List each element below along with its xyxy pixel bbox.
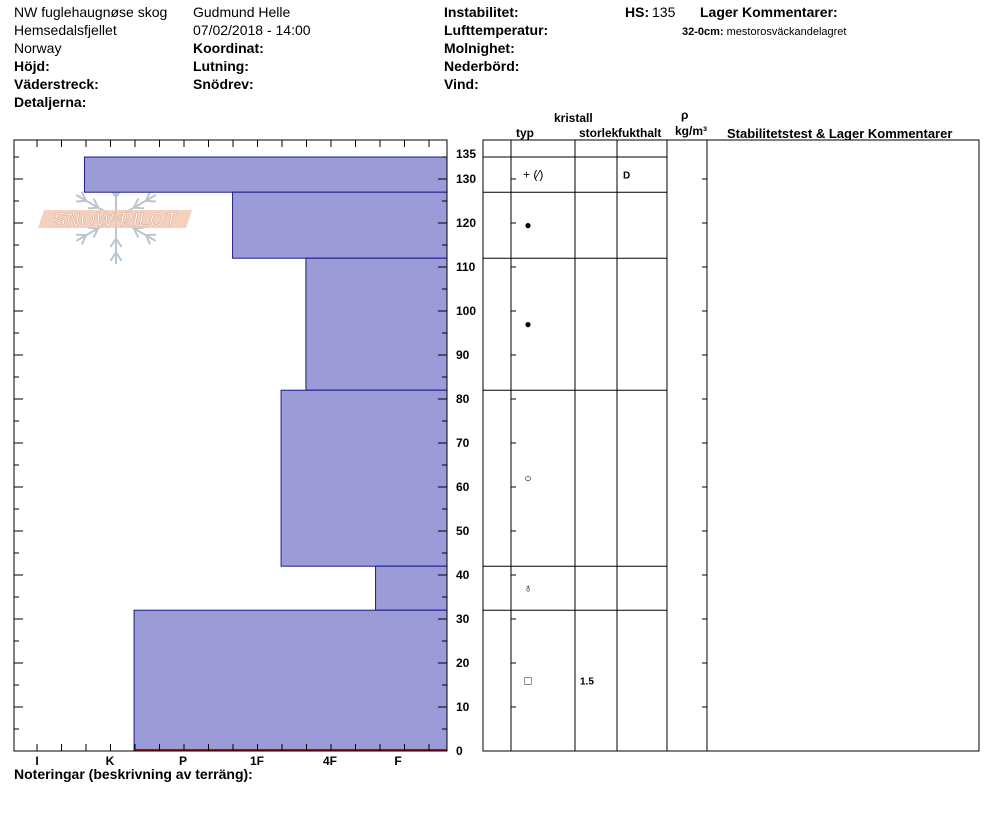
density-unit-header: kg/m³ <box>675 124 708 138</box>
cloudiness-label: Molnighet: <box>444 40 515 56</box>
moisture-header: fukthalt <box>618 126 662 140</box>
air-temp-label: Lufttemperatur: <box>444 22 549 38</box>
layer-bar <box>305 257 448 391</box>
x-tick-label: I <box>35 754 38 768</box>
x-tick-label: 1F <box>250 754 264 768</box>
table-frame <box>482 139 980 752</box>
snowflake-branch <box>109 238 117 248</box>
snowflake-branch <box>132 227 140 238</box>
x-tick-label: K <box>106 754 115 768</box>
observer-name: Gudmund Helle <box>193 4 291 20</box>
y-tick-label: 40 <box>456 568 470 582</box>
crystal-symbol: ● <box>524 218 531 232</box>
y-tick-label: 135 <box>456 147 476 161</box>
layer-bar <box>133 609 448 752</box>
grain-size: 1.5 <box>580 677 594 688</box>
snowflake-branch <box>115 238 123 248</box>
y-tick-label: 120 <box>456 216 476 230</box>
aspect-label: Väderstreck: <box>14 76 99 92</box>
x-tick-label: F <box>394 754 401 768</box>
snowflake-branch <box>115 251 123 262</box>
chart-frame <box>13 139 448 752</box>
hs-value: 135 <box>652 4 676 20</box>
layer-comment: 32-0cm: mestorosväckandelagret <box>682 24 846 41</box>
snowflake-branch <box>144 191 152 202</box>
crystal-symbol: ○ <box>524 471 531 485</box>
y-tick-label: 110 <box>456 260 476 274</box>
details-label: Detaljerna: <box>14 94 87 110</box>
precipitation-label: Nederbörd: <box>444 58 520 74</box>
moisture-code: D <box>623 171 630 182</box>
y-tick-label: 50 <box>456 524 470 538</box>
y-tick-label: 20 <box>456 656 470 670</box>
snowflake-branch <box>144 234 152 245</box>
elevation-label: Höjd: <box>14 58 50 74</box>
layer-comments-label: Lager Kommentarer: <box>700 4 838 20</box>
snowflake-branch <box>80 234 88 245</box>
snowflake-branch <box>145 199 156 203</box>
y-tick-label: 70 <box>456 436 470 450</box>
coordinate-label: Koordinat: <box>193 40 264 56</box>
area-name: Hemsedalsfjellet <box>14 22 117 38</box>
layer-bar <box>375 565 448 611</box>
snowflake-branch <box>80 191 88 202</box>
snowflake-branch <box>92 198 100 209</box>
notes-label: Noteringar (beskrivning av terräng): <box>14 766 253 782</box>
country-name: Norway <box>14 40 62 56</box>
y-tick-label: 60 <box>456 480 470 494</box>
snowpilot-logo: SNOW PILOT <box>38 172 192 264</box>
snowflake-branch <box>76 199 87 203</box>
y-tick-label: 130 <box>456 172 476 186</box>
hs-label: HS: <box>625 4 650 20</box>
y-tick-label: 80 <box>456 392 470 406</box>
size-header: storlek <box>579 126 619 140</box>
wind-label: Vind: <box>444 76 479 92</box>
crystal-symbol: + (⁄) <box>523 168 543 182</box>
y-tick-label: 90 <box>456 348 470 362</box>
observation-datetime: 07/02/2018 - 14:00 <box>193 22 311 38</box>
crystal-symbol: □ <box>524 674 531 688</box>
layer-comment-depth: 32-0cm: <box>682 26 724 38</box>
layer-bar <box>83 156 448 193</box>
crystal-symbol: ● <box>524 317 531 331</box>
y-tick-label: 0 <box>456 744 463 758</box>
location-name: NW fuglehaugnøse skog <box>14 4 168 20</box>
crystal-symbol: ♁ <box>524 581 533 595</box>
type-header: typ <box>516 126 534 140</box>
snowflake-branch <box>133 206 144 210</box>
slope-label: Lutning: <box>193 58 249 74</box>
snow-drift-label: Snödrev: <box>193 76 254 92</box>
layer-bar <box>232 191 448 259</box>
crystal-header: kristall <box>554 111 593 125</box>
rho-header: ρ <box>681 108 689 122</box>
snowflake-branch <box>92 227 100 238</box>
layer-bar <box>280 389 448 567</box>
y-tick-label: 10 <box>456 700 470 714</box>
x-tick-label: 4F <box>323 754 337 768</box>
x-tick-label: P <box>179 754 187 768</box>
snowflake-branch <box>76 233 87 237</box>
logo-banner <box>38 210 192 228</box>
snowflake-branch <box>145 233 156 237</box>
snowflake-branch <box>88 206 99 210</box>
instability-label: Instabilitet: <box>444 4 519 20</box>
y-tick-label: 30 <box>456 612 470 626</box>
y-tick-label: 100 <box>456 304 476 318</box>
stability-header: Stabilitetstest & Lager Kommentarer <box>727 126 953 141</box>
logo-text: SNOW PILOT <box>53 210 178 231</box>
snowflake-branch <box>133 198 140 209</box>
snowflake-branch <box>109 251 117 262</box>
layer-comment-text: mestorosväckandelagret <box>726 26 847 38</box>
